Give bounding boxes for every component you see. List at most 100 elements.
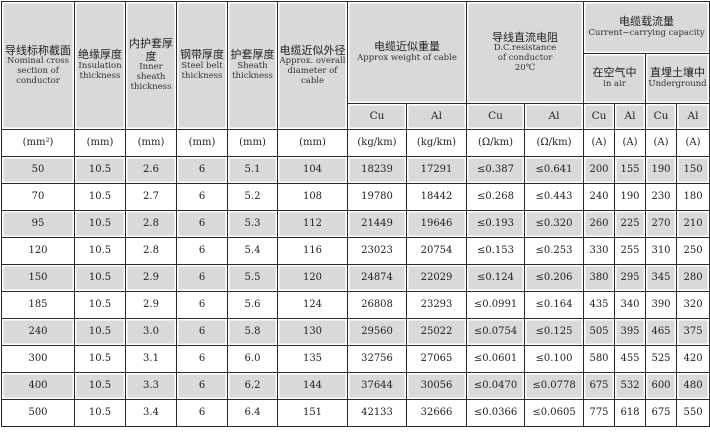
table-cell: 32756 [347,345,407,373]
table-cell: 2.8 [125,237,177,265]
table-cell: ≤0.153 [466,237,525,265]
table-cell: 144 [277,372,348,400]
table-cell: ≤0.193 [466,210,525,238]
unit-cell: (A) [614,129,646,157]
unit-cell: (kg/km) [347,129,407,157]
table-cell: 2.7 [125,183,177,211]
table-cell: ≤0.641 [524,156,584,184]
table-cell: 6.2 [227,372,278,400]
header-diameter: 电缆近似外径 Approx. overall diameter of cable [277,1,348,130]
table-cell: 23023 [347,237,407,265]
unit-cell: (mm) [277,129,348,157]
table-cell: 6 [176,345,228,373]
units-row: (mm²) (mm) (mm) (mm) (mm) (mm) (kg/km) (… [1,129,710,157]
header-weight-al: Al [406,103,467,130]
table-cell: 420 [675,345,710,373]
table-cell: 19780 [347,183,407,211]
table-cell: ≤0.0605 [524,399,584,427]
table-cell: 23293 [406,291,467,319]
table-cell: 185 [1,291,75,319]
table-cell: 10.5 [74,372,126,400]
table-cell: 5.5 [227,264,278,292]
unit-cell: (Ω/km) [466,129,525,157]
table-row: 95 10.5 2.8 6 5.3 112 21449 19646 ≤0.193 ≤0.320 26… [1,210,710,238]
table-cell: 675 [645,399,677,427]
header-resistance-cu: Cu [466,103,525,130]
table-cell: 190 [614,183,646,211]
table-cell: 6 [176,264,228,292]
table-cell: 10.5 [74,291,126,319]
table-cell: 2.9 [125,264,177,292]
header-sheath: 护套厚度 Sheath thickness [227,1,278,130]
unit-cell: (mm) [74,129,126,157]
table-cell: 532 [614,372,646,400]
table-cell: 10.5 [74,399,126,427]
table-row: 300 10.5 3.1 6 6.0 135 32756 27065 ≤0.0601 ≤0.100… [1,345,710,373]
table-cell: 240 [583,183,615,211]
table-cell: ≤0.0754 [466,318,525,346]
table-cell: 6 [176,372,228,400]
table-cell: 70 [1,183,75,211]
table-cell: 6.4 [227,399,278,427]
table-cell: ≤0.125 [524,318,584,346]
table-cell: 500 [1,399,75,427]
table-cell: 270 [645,210,677,238]
table-cell: 3.4 [125,399,177,427]
table-cell: 505 [583,318,615,346]
table-cell: 6 [176,183,228,211]
table-cell: 2.8 [125,210,177,238]
table-cell: 395 [614,318,646,346]
table-cell: 120 [1,237,75,265]
table-cell: 6 [176,291,228,319]
table-cell: 10.5 [74,183,126,211]
table-row: 120 10.5 2.8 6 5.4 116 23023 20754 ≤0.153 ≤0.253 3… [1,237,710,265]
table-cell: 320 [675,291,710,319]
table-cell: 37644 [347,372,407,400]
table-cell: 5.8 [227,318,278,346]
table-cell: 480 [675,372,710,400]
table-cell: 26808 [347,291,407,319]
table-cell: 260 [583,210,615,238]
unit-cell: (mm) [176,129,228,157]
table-cell: 375 [675,318,710,346]
table-cell: 6 [176,318,228,346]
table-cell: 6 [176,399,228,427]
table-cell: 10.5 [74,264,126,292]
table-cell: 280 [675,264,710,292]
table-cell: 20754 [406,237,467,265]
table-cell: ≤0.0470 [466,372,525,400]
table-cell: 225 [614,210,646,238]
table-cell: 5.2 [227,183,278,211]
table-cell: 390 [645,291,677,319]
table-cell: 2.6 [125,156,177,184]
table-cell: 108 [277,183,348,211]
table-row: 400 10.5 3.3 6 6.2 144 37644 30056 ≤0.0470 ≤0.077… [1,372,710,400]
unit-cell: (mm²) [1,129,75,157]
table-cell: 151 [277,399,348,427]
table-cell: 10.5 [74,345,126,373]
table-cell: 310 [645,237,677,265]
table-cell: 190 [645,156,677,184]
table-cell: 5.1 [227,156,278,184]
table-cell: ≤0.0778 [524,372,584,400]
table-cell: 775 [583,399,615,427]
table-cell: ≤0.100 [524,345,584,373]
table-cell: 10.5 [74,156,126,184]
table-cell: 27065 [406,345,467,373]
table-cell: ≤0.206 [524,264,584,292]
unit-cell: (A) [583,129,615,157]
table-row: 500 10.5 3.4 6 6.4 151 42133 32666 ≤0.0366 ≤0.060… [1,399,710,427]
table-cell: 104 [277,156,348,184]
table-cell: 42133 [347,399,407,427]
table-cell: 10.5 [74,237,126,265]
table-cell: ≤0.0366 [466,399,525,427]
table-cell: 120 [277,264,348,292]
table-cell: 130 [277,318,348,346]
header-current-ground: 直埋土壤中 Underground [644,53,710,104]
table-cell: 5.4 [227,237,278,265]
table-cell: 25022 [406,318,467,346]
header-ground-al: Al [675,103,710,130]
table-cell: 6.0 [227,345,278,373]
table-cell: 30056 [406,372,467,400]
header-current-air: 在空气中 in air [583,53,646,104]
